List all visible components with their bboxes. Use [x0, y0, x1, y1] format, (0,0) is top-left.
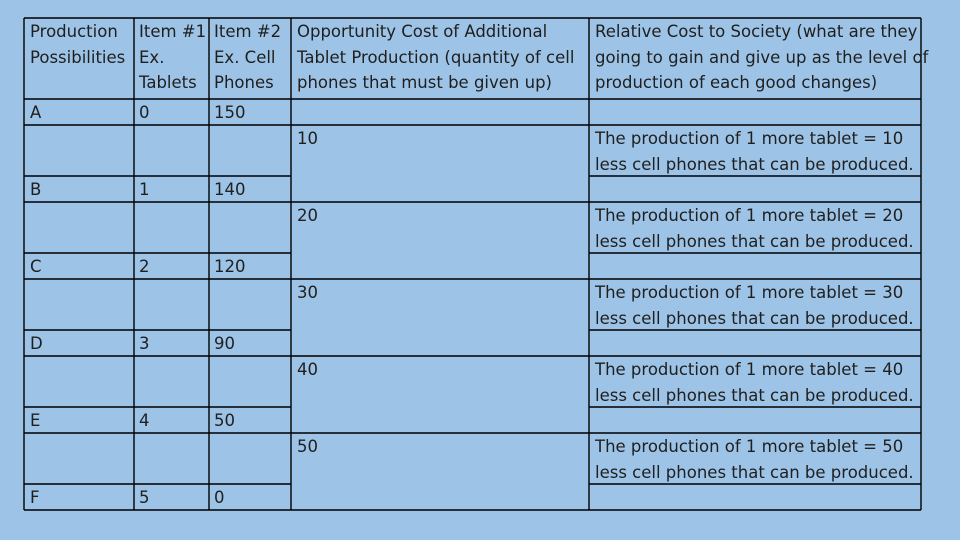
relative-cost-c-d: The production of 1 more tablet = 30 les…: [595, 283, 914, 328]
row-a-point: A: [30, 103, 42, 122]
opportunity-cost-c-d: 30: [297, 283, 318, 302]
row-f-tablets: 5: [139, 488, 150, 507]
row-b-point: B: [30, 180, 42, 199]
row-c-point: C: [30, 257, 42, 276]
relative-cost-d-e: The production of 1 more tablet = 40 les…: [595, 360, 914, 405]
row-c-tablets: 2: [139, 257, 150, 276]
row-e-tablets: 4: [139, 411, 150, 430]
header-opportunity-cost: Opportunity Cost of Additional Tablet Pr…: [297, 22, 575, 92]
row-d-tablets: 3: [139, 334, 150, 353]
opportunity-cost-d-e: 40: [297, 360, 318, 379]
row-a-phones: 150: [214, 103, 246, 122]
relative-cost-a-b: The production of 1 more tablet = 10 les…: [595, 129, 914, 174]
row-e-point: E: [30, 411, 41, 430]
relative-cost-b-c: The production of 1 more tablet = 20 les…: [595, 206, 914, 251]
row-b-tablets: 1: [139, 180, 150, 199]
header-item1-tablets: Item #1 Ex. Tablets: [139, 22, 207, 92]
row-c-phones: 120: [214, 257, 246, 276]
header-relative-cost: Relative Cost to Society (what are they …: [595, 22, 929, 92]
opportunity-cost-a-b: 10: [297, 129, 318, 148]
row-d-phones: 90: [214, 334, 235, 353]
row-d-point: D: [30, 334, 43, 353]
opportunity-cost-e-f: 50: [297, 437, 318, 456]
header-item2-cell-phones: Item #2 Ex. Cell Phones: [214, 22, 282, 92]
row-a-tablets: 0: [139, 103, 150, 122]
row-e-phones: 50: [214, 411, 235, 430]
row-f-phones: 0: [214, 488, 225, 507]
row-f-point: F: [30, 488, 40, 507]
row-b-phones: 140: [214, 180, 246, 199]
relative-cost-e-f: The production of 1 more tablet = 50 les…: [595, 437, 914, 482]
header-production-possibilities: Production Possibilities: [30, 22, 126, 67]
opportunity-cost-b-c: 20: [297, 206, 318, 225]
